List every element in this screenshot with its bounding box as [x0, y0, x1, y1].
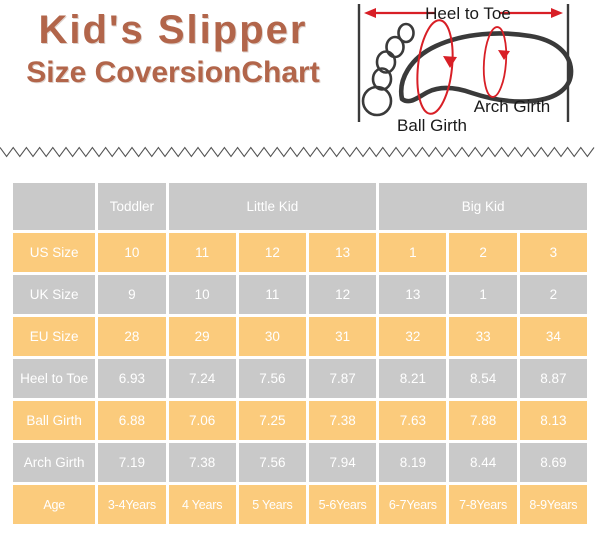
- table-corner-cell: [13, 183, 96, 230]
- arch-girth-arrow: [498, 50, 510, 60]
- table-group-header-little-kid: Little Kid: [168, 183, 377, 230]
- foot-measurement-diagram: Heel to Toe Ball Girth: [340, 0, 595, 135]
- table-cell: 7.94: [308, 443, 377, 482]
- row-label-uk-size: UK Size: [13, 275, 96, 314]
- table-group-header-big-kid: Big Kid: [379, 183, 587, 230]
- table-cell: 8.54: [449, 359, 517, 398]
- table-cell: 3-4Years: [98, 485, 166, 524]
- table-row: US Size 10 11 12 13 1 2 3: [13, 233, 587, 272]
- row-label-ball-girth: Ball Girth: [13, 401, 96, 440]
- row-label-eu-size: EU Size: [13, 317, 96, 356]
- heel-to-toe-arrow: [364, 8, 563, 18]
- table-row: UK Size 9 10 11 12 13 1 2: [13, 275, 587, 314]
- table-cell: 7.24: [168, 359, 236, 398]
- table-cell: 12: [308, 275, 377, 314]
- table-row: EU Size 28 29 30 31 32 33 34: [13, 317, 587, 356]
- table-cell: 7.25: [238, 401, 306, 440]
- ball-girth-arrow: [443, 56, 457, 68]
- table-cell: 13: [379, 275, 447, 314]
- table-cell: 8.87: [519, 359, 587, 398]
- table-row: Arch Girth 7.19 7.38 7.56 7.94 8.19 8.44 8.69: [13, 443, 587, 482]
- table-cell: 9: [98, 275, 166, 314]
- row-label-age: Age: [13, 485, 96, 524]
- table-row: Ball Girth 6.88 7.06 7.25 7.38 7.63 7.88 8.13: [13, 401, 587, 440]
- table-cell: 30: [238, 317, 306, 356]
- table-cell: 6.88: [98, 401, 166, 440]
- table-cell: 7.19: [98, 443, 166, 482]
- table-cell: 4 Years: [168, 485, 236, 524]
- table-cell: 3: [519, 233, 587, 272]
- table-cell: 7-8Years: [449, 485, 517, 524]
- table-cell: 28: [98, 317, 166, 356]
- table-cell: 12: [238, 233, 306, 272]
- table-cell: 8.19: [379, 443, 447, 482]
- table-cell: 6-7Years: [379, 485, 447, 524]
- table-cell: 1: [379, 233, 447, 272]
- row-label-arch-girth: Arch Girth: [13, 443, 96, 482]
- header-section: Kid's Slipper Size CoversionChart Heel t…: [0, 0, 600, 138]
- zigzag-line: [0, 146, 595, 158]
- table-cell: 10: [168, 275, 236, 314]
- table-cell: 7.38: [168, 443, 236, 482]
- zigzag-divider: [0, 140, 600, 164]
- title-line-secondary: Size CoversionChart: [26, 56, 320, 89]
- arch-girth-label: Arch Girth: [474, 97, 551, 116]
- table-cell: 7.06: [168, 401, 236, 440]
- table-cell: 10: [98, 233, 166, 272]
- table-group-header-row: Toddler Little Kid Big Kid: [13, 183, 587, 230]
- table-row: Age 3-4Years 4 Years 5 Years 5-6Years 6-7Year…: [13, 485, 587, 524]
- table-cell: 8-9Years: [519, 485, 587, 524]
- table-cell: 7.56: [238, 359, 306, 398]
- table-cell: 11: [238, 275, 306, 314]
- table-cell: 5 Years: [238, 485, 306, 524]
- table-cell: 7.88: [449, 401, 517, 440]
- table-cell: 7.38: [308, 401, 377, 440]
- size-conversion-table: Toddler Little Kid Big Kid US Size 10 11 12 13 1…: [10, 180, 590, 527]
- table-cell: 32: [379, 317, 447, 356]
- arch-girth-ring: [482, 26, 508, 98]
- table-cell: 8.44: [449, 443, 517, 482]
- table-row: Heel to Toe 6.93 7.24 7.56 7.87 8.21 8.54 8.87: [13, 359, 587, 398]
- table-cell: 2: [519, 275, 587, 314]
- table-cell: 11: [168, 233, 236, 272]
- title-line-primary: Kid's Slipper: [38, 8, 308, 52]
- table-cell: 7.87: [308, 359, 377, 398]
- table-cell: 8.69: [519, 443, 587, 482]
- table-group-header-toddler: Toddler: [98, 183, 166, 230]
- row-label-heel-to-toe: Heel to Toe: [13, 359, 96, 398]
- table-cell: 7.56: [238, 443, 306, 482]
- ball-girth-ring: [416, 19, 454, 115]
- ball-girth-label: Ball Girth: [397, 116, 467, 135]
- table-cell: 8.21: [379, 359, 447, 398]
- table-cell: 13: [308, 233, 377, 272]
- table-cell: 31: [308, 317, 377, 356]
- table-cell: 7.63: [379, 401, 447, 440]
- table-cell: 1: [449, 275, 517, 314]
- table-cell: 33: [449, 317, 517, 356]
- toes-group: [361, 22, 415, 117]
- row-label-us-size: US Size: [13, 233, 96, 272]
- table-cell: 34: [519, 317, 587, 356]
- table-cell: 8.13: [519, 401, 587, 440]
- table-cell: 6.93: [98, 359, 166, 398]
- page-title: Kid's Slipper Size CoversionChart: [8, 6, 338, 92]
- heel-to-toe-label: Heel to Toe: [425, 4, 511, 23]
- table-cell: 5-6Years: [308, 485, 377, 524]
- table-cell: 2: [449, 233, 517, 272]
- table-cell: 29: [168, 317, 236, 356]
- foot-outline: [398, 31, 574, 104]
